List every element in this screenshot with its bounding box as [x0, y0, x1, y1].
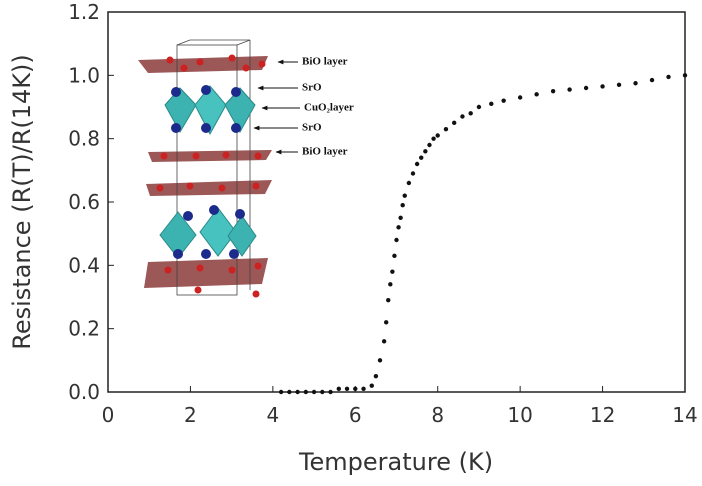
data-point — [666, 74, 671, 80]
x-tick-label: 8 — [431, 403, 444, 427]
y-tick-label: 0.2 — [68, 317, 100, 341]
data-point — [567, 87, 572, 92]
data-point — [383, 320, 389, 325]
inset-structure — [138, 39, 300, 298]
data-point — [398, 215, 403, 221]
data-point — [396, 225, 401, 230]
data-point — [468, 111, 473, 116]
data-point — [414, 161, 420, 167]
data-point — [295, 389, 300, 395]
data-point — [320, 389, 325, 395]
data-point — [489, 101, 494, 107]
data-point — [427, 142, 432, 148]
inset-label: BiO layer — [302, 146, 348, 158]
x-tick-label: 0 — [102, 403, 115, 427]
y-axis-label: Resistance (R(T)/R(14K)) — [8, 54, 36, 350]
data-point — [633, 81, 638, 86]
data-point — [303, 389, 309, 395]
data-point — [476, 104, 482, 110]
data-point — [278, 389, 284, 395]
y-tick-label: 0.8 — [68, 127, 100, 151]
data-point — [328, 389, 333, 395]
data-point — [381, 339, 387, 344]
y-tick-label: 1.2 — [68, 0, 100, 24]
data-point — [400, 202, 405, 208]
data-point — [423, 149, 428, 154]
data-point — [649, 77, 655, 83]
data-point — [344, 386, 350, 392]
data-point — [402, 193, 407, 198]
x-tick-label: 6 — [349, 403, 362, 427]
data-point — [406, 180, 412, 186]
data-point — [616, 82, 622, 88]
data-point — [361, 386, 366, 392]
data-point — [394, 237, 399, 243]
data-point — [287, 389, 292, 395]
data-point — [460, 114, 465, 119]
data-point — [410, 171, 416, 176]
data-point — [390, 269, 395, 274]
y-tick-label: 1.0 — [68, 63, 100, 87]
inset-label: CuO₂layer — [304, 102, 354, 114]
data-point — [443, 126, 449, 132]
x-tick-label: 2 — [184, 403, 197, 427]
data-point — [550, 88, 556, 94]
data-point — [431, 136, 436, 141]
data-point — [583, 85, 589, 91]
x-tick-label: 12 — [590, 403, 615, 427]
data-point — [311, 389, 317, 395]
y-tick-label: 0.6 — [68, 190, 100, 214]
data-point — [392, 253, 397, 259]
y-tick-label: 0.0 — [68, 380, 100, 404]
data-point — [452, 120, 457, 126]
data-point — [353, 386, 358, 392]
x-tick-label: 4 — [266, 403, 279, 427]
x-tick-label: 14 — [672, 403, 697, 427]
data-point — [419, 155, 424, 160]
data-point — [373, 373, 379, 379]
inset-label: BiO layer — [302, 56, 348, 68]
data-point — [336, 386, 341, 392]
data-point — [682, 73, 688, 78]
data-point — [435, 133, 440, 138]
data-point — [534, 92, 539, 97]
data-point — [386, 297, 391, 303]
inset-label: SrO — [302, 122, 322, 134]
x-axis-label: Temperature (K) — [298, 448, 493, 476]
data-point — [501, 98, 506, 103]
x-tick-label: 10 — [507, 403, 532, 427]
data-point — [388, 282, 393, 287]
data-point — [369, 383, 374, 388]
inset-label: SrO — [302, 82, 322, 94]
data-point — [600, 84, 605, 89]
y-tick-label: 0.4 — [68, 253, 100, 277]
data-point — [517, 95, 523, 100]
data-point — [377, 358, 383, 363]
